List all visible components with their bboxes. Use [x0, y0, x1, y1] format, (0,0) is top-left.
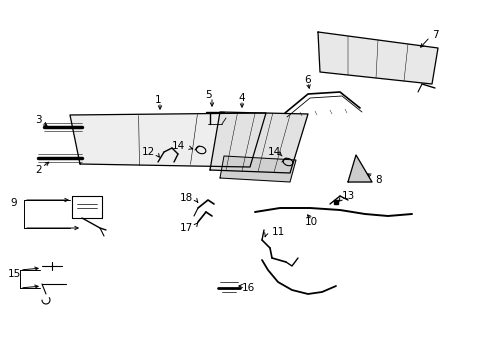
Text: 1: 1	[155, 95, 162, 105]
Text: 7: 7	[431, 30, 438, 40]
Polygon shape	[209, 112, 307, 173]
Polygon shape	[317, 32, 437, 84]
Text: 8: 8	[374, 175, 381, 185]
Text: 6: 6	[304, 75, 310, 85]
Text: 4: 4	[238, 93, 244, 103]
Text: 15: 15	[8, 269, 21, 279]
Polygon shape	[347, 155, 371, 182]
Text: 2: 2	[35, 165, 41, 175]
Text: 14: 14	[172, 141, 185, 151]
Polygon shape	[70, 113, 265, 167]
Text: 17: 17	[180, 223, 193, 233]
Text: 5: 5	[204, 90, 211, 100]
Text: 16: 16	[242, 283, 255, 293]
Text: 10: 10	[305, 217, 318, 227]
Text: 18: 18	[180, 193, 193, 203]
Text: 14: 14	[267, 147, 281, 157]
Text: 12: 12	[142, 147, 155, 157]
Polygon shape	[220, 156, 295, 182]
Text: 13: 13	[341, 191, 354, 201]
Text: 11: 11	[271, 227, 285, 237]
Text: 3: 3	[35, 115, 41, 125]
Text: 9: 9	[10, 198, 17, 208]
